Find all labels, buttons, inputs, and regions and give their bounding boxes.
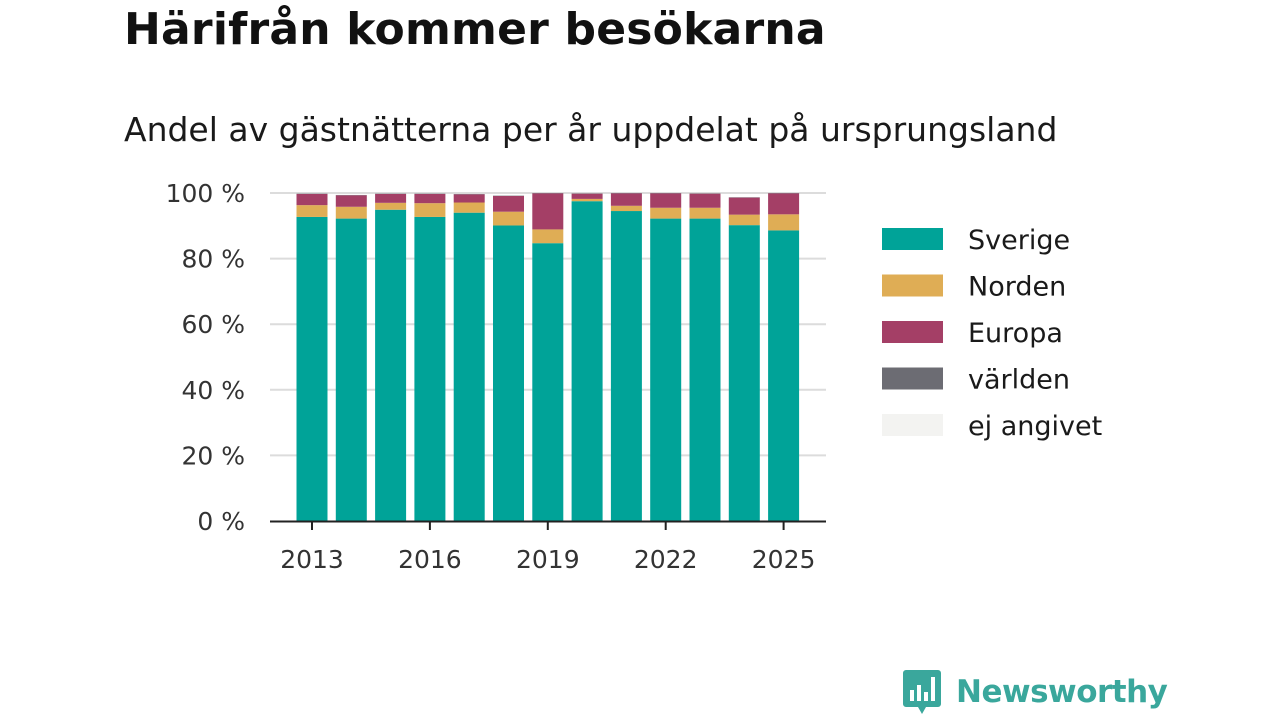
bar-groups: [296, 193, 800, 522]
x-tick-label: 2019: [516, 545, 580, 574]
legend-swatch: [882, 321, 943, 343]
legend-label[interactable]: Norden: [968, 272, 1066, 303]
bar-segment-sverige[interactable]: [610, 211, 642, 522]
bar-segment-sverige[interactable]: [689, 218, 721, 522]
bar-segment-norden[interactable]: [296, 205, 328, 217]
y-axis: 0 % 20 % 40 % 60 % 80 % 100 %: [166, 179, 245, 536]
y-tick-label: 60 %: [181, 310, 245, 339]
bar-segment-sverige[interactable]: [296, 216, 328, 521]
bar-segment-norden[interactable]: [493, 211, 524, 226]
y-tick-label: 20 %: [181, 441, 245, 470]
bar-segment-europa[interactable]: [453, 194, 485, 203]
legend-swatch: [882, 367, 943, 390]
bar-segment-norden[interactable]: [532, 229, 564, 244]
legend-label[interactable]: Europa: [968, 318, 1063, 349]
bar-segment-norden[interactable]: [728, 214, 760, 226]
bar-chart-bubble-icon: [903, 670, 941, 714]
bar-segment-europa[interactable]: [493, 195, 524, 212]
bar-segment-sverige[interactable]: [453, 212, 485, 521]
bar-segment-sverige[interactable]: [650, 218, 682, 522]
bar-segment-sverige[interactable]: [532, 243, 564, 521]
bar-segment-europa[interactable]: [650, 193, 682, 208]
bar-segment-norden[interactable]: [689, 207, 721, 219]
bar-segment-norden[interactable]: [768, 214, 800, 231]
bar-segment-sverige[interactable]: [414, 216, 446, 521]
bar-segment-norden[interactable]: [335, 206, 367, 219]
bar-segment-europa[interactable]: [610, 193, 642, 206]
bar-segment-europa[interactable]: [414, 193, 446, 204]
brand-name: Newsworthy: [956, 674, 1168, 710]
x-tick-label: 2025: [752, 545, 816, 574]
newsworthy-logo[interactable]: Newsworthy: [902, 668, 1168, 716]
y-tick-label: 40 %: [181, 376, 245, 405]
bar-segment-europa[interactable]: [689, 193, 721, 208]
legend-swatch: [882, 228, 943, 250]
bar-segment-sverige[interactable]: [375, 209, 407, 521]
bar-segment-norden[interactable]: [375, 202, 407, 210]
y-tick-label: 100 %: [166, 179, 245, 208]
bar-segment-europa[interactable]: [768, 193, 800, 215]
x-tick-label: 2016: [398, 545, 462, 574]
bar-segment-sverige[interactable]: [571, 201, 603, 521]
bar-segment-europa[interactable]: [375, 193, 407, 203]
y-tick-label: 80 %: [181, 245, 245, 274]
legend-swatch: [882, 414, 943, 436]
bar-segment-norden[interactable]: [571, 198, 603, 202]
x-tick-label: 2022: [634, 545, 698, 574]
bar-segment-sverige[interactable]: [768, 230, 800, 521]
legend: Sverige Norden Europa världen ej angivet: [882, 225, 1102, 442]
legend-label[interactable]: Sverige: [968, 225, 1070, 256]
y-tick-label: 0 %: [197, 507, 245, 536]
bar-segment-sverige[interactable]: [335, 218, 367, 522]
bar-segment-europa[interactable]: [335, 195, 367, 207]
bar-segment-europa[interactable]: [728, 197, 760, 215]
bar-segment-sverige[interactable]: [493, 225, 524, 522]
x-tick-label: 2013: [280, 545, 344, 574]
chart-subtitle: Andel av gästnätterna per år uppdelat på…: [124, 110, 1058, 149]
bar-segment-europa[interactable]: [296, 193, 328, 206]
bar-segment-norden[interactable]: [610, 205, 642, 212]
bar-segment-sverige[interactable]: [728, 225, 760, 522]
bar-segment-europa[interactable]: [532, 193, 564, 230]
chart-title: Härifrån kommer besökarna: [124, 4, 826, 55]
bar-segment-norden[interactable]: [650, 207, 682, 219]
x-axis: 2013 2016 2019 2022 2025: [270, 520, 826, 574]
bar-segment-norden[interactable]: [414, 203, 446, 217]
legend-label[interactable]: ej angivet: [968, 411, 1102, 442]
bar-segment-norden[interactable]: [453, 202, 485, 213]
legend-swatch: [882, 274, 943, 297]
legend-label[interactable]: världen: [968, 365, 1070, 396]
bar-segment-europa[interactable]: [571, 193, 603, 199]
